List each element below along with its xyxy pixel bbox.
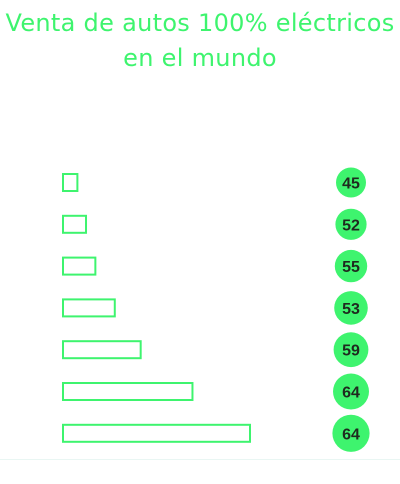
value-label-4: 53: [342, 301, 360, 318]
value-label-2: 52: [342, 217, 360, 234]
value-label-3: 55: [342, 259, 360, 276]
bar-2: [62, 214, 88, 234]
value-badge-3: [334, 249, 368, 283]
chart-title: Venta de autos 100% eléctricos en el mun…: [5, 9, 395, 72]
value-badge-6: [333, 373, 369, 410]
bar-7: [62, 423, 251, 443]
value-badge-7: [332, 414, 370, 452]
value-label-7: 64: [342, 426, 360, 443]
value-badge-2: [335, 208, 367, 240]
value-badge-1: [336, 167, 366, 198]
bar-4: [62, 298, 116, 318]
value-label-6: 64: [342, 385, 360, 402]
bar-5: [62, 340, 142, 360]
bar-6: [62, 382, 194, 401]
value-label-5: 59: [342, 343, 360, 360]
bottom-divider: [0, 459, 400, 460]
bar-1: [62, 173, 79, 192]
value-badge-4: [334, 291, 368, 325]
value-label-1: 45: [342, 176, 360, 193]
value-badge-5: [333, 332, 369, 368]
bar-3: [62, 256, 97, 276]
